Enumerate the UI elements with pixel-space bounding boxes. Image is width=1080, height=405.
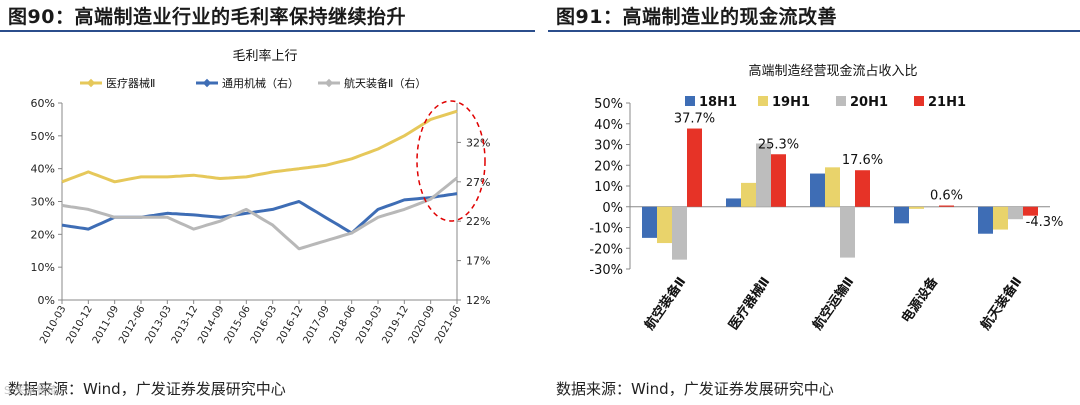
figure-90-panel: 图90：高端制造业行业的毛利率保持继续抬升 毛利率上行 医疗器械Ⅱ 通用机械（右）… <box>0 0 535 405</box>
gross-margin-line-chart: 毛利率上行 医疗器械Ⅱ 通用机械（右） 航天装备Ⅱ（右） 0% 10% 20% 30% 40… <box>31 48 491 346</box>
title-rule <box>548 30 1080 32</box>
x-tick-label: 2021-06 <box>433 304 463 346</box>
bar-20H1 <box>924 206 939 208</box>
y-left-tick-label: 20% <box>31 228 55 241</box>
bar-19H1 <box>657 206 672 244</box>
y-tick-label: 0% <box>602 201 623 216</box>
bar-20H1 <box>756 143 771 207</box>
series-line-1 <box>61 109 458 184</box>
chart-title: 毛利率上行 <box>232 48 297 64</box>
legend-label: 20H1 <box>850 95 888 110</box>
chart-bars: 37.7% 25.3% 17.6% 0.6% -4.3% <box>642 112 1063 260</box>
bar-20H1 <box>1008 206 1023 220</box>
y-right-tick-label: 22% <box>466 215 490 228</box>
watermark: S 未来智库 <box>4 384 59 397</box>
bar-21H1 <box>687 128 702 207</box>
y-left-tick-label: 50% <box>31 130 55 143</box>
x-tick-label: 航空装备Ⅱ <box>641 274 689 333</box>
figure-91-title: 图91：高端制造业的现金流改善 <box>556 6 837 28</box>
cashflow-bar-chart: 高端制造经营现金流占收入比 18H1 19H1 20H1 21H1 -30% -20% -… <box>589 63 1063 333</box>
chart-title: 高端制造经营现金流占收入比 <box>748 63 917 79</box>
y-tick-label: 10% <box>594 180 623 195</box>
bar-21H1 <box>939 205 954 207</box>
bar-18H1 <box>810 173 825 207</box>
y-left-tick-label: 60% <box>31 97 55 110</box>
y-tick-label: -20% <box>589 242 623 257</box>
y-right-tick-label: 27% <box>466 176 490 189</box>
bar-18H1 <box>642 206 657 238</box>
figure-90-source: 数据来源：Wind，广发证券发展研究中心 <box>8 380 286 398</box>
legend-marker <box>202 78 212 88</box>
bar-21H1 <box>771 154 786 207</box>
y-left-tick-label: 40% <box>31 163 55 176</box>
y-left-tick-label: 30% <box>31 196 55 209</box>
data-label: 0.6% <box>930 189 963 204</box>
title-rule <box>0 30 535 32</box>
data-label: -4.3% <box>1026 215 1064 230</box>
x-tick-label: 电源设备 <box>898 273 942 326</box>
legend-swatch <box>836 96 846 106</box>
y-tick-label: 20% <box>594 159 623 174</box>
chart-series <box>61 109 458 251</box>
y-tick-label: -30% <box>589 263 623 278</box>
figure-91-panel: 图91：高端制造业的现金流改善 高端制造经营现金流占收入比 18H1 19H1 20… <box>548 0 1080 405</box>
bar-18H1 <box>726 198 741 207</box>
legend-swatch <box>914 96 924 106</box>
chart-legend: 医疗器械Ⅱ 通用机械（右） 航天装备Ⅱ（右） <box>80 76 426 90</box>
y-tick-label: 50% <box>594 97 623 112</box>
data-label: 17.6% <box>842 153 883 168</box>
figure-91-source: 数据来源：Wind，广发证券发展研究中心 <box>556 380 834 398</box>
legend-swatch <box>685 96 695 106</box>
legend-label: 通用机械（右） <box>222 76 299 90</box>
y-right-tick-label: 12% <box>466 294 490 307</box>
bar-19H1 <box>993 206 1008 230</box>
y-tick-label: 30% <box>594 139 623 154</box>
chart-legend: 18H1 19H1 20H1 21H1 <box>685 95 966 110</box>
legend-label: 21H1 <box>928 95 966 110</box>
bar-19H1 <box>825 167 840 207</box>
bar-19H1 <box>741 182 756 207</box>
data-label: 25.3% <box>758 137 799 152</box>
legend-swatch <box>758 96 768 106</box>
x-tick-label: 航天装备Ⅱ <box>977 274 1025 333</box>
series-line-3 <box>61 176 458 251</box>
legend-label: 19H1 <box>772 95 810 110</box>
figure-90-title: 图90：高端制造业行业的毛利率保持继续抬升 <box>8 6 406 28</box>
legend-marker <box>324 78 334 88</box>
x-tick-label: 航空运输Ⅱ <box>809 274 857 333</box>
y-right-tick-label: 32% <box>466 136 490 149</box>
y-tick-label: 40% <box>594 118 623 133</box>
legend-label: 医疗器械Ⅱ <box>106 76 155 90</box>
bar-21H1 <box>855 170 870 207</box>
bar-21H1 <box>1023 206 1038 216</box>
legend-marker <box>86 78 96 88</box>
highlight-ellipse <box>416 100 486 222</box>
chart-axes: 0%10%20%30%40%50%60%12%17%22%27%32%2010-… <box>31 97 491 346</box>
data-label: 37.7% <box>674 112 715 127</box>
y-left-tick-label: 10% <box>31 261 55 274</box>
y-left-tick-label: 0% <box>38 294 55 307</box>
legend-label: 航天装备Ⅱ（右） <box>344 76 426 90</box>
bar-18H1 <box>894 206 909 224</box>
legend-label: 18H1 <box>699 95 737 110</box>
bar-20H1 <box>672 206 687 260</box>
y-right-tick-label: 17% <box>466 255 490 268</box>
bar-20H1 <box>840 206 855 258</box>
bar-18H1 <box>978 206 993 234</box>
bar-19H1 <box>909 206 924 209</box>
series-line-2 <box>61 192 458 235</box>
y-tick-label: -10% <box>589 222 623 237</box>
x-tick-label: 医疗器械Ⅱ <box>725 274 773 333</box>
